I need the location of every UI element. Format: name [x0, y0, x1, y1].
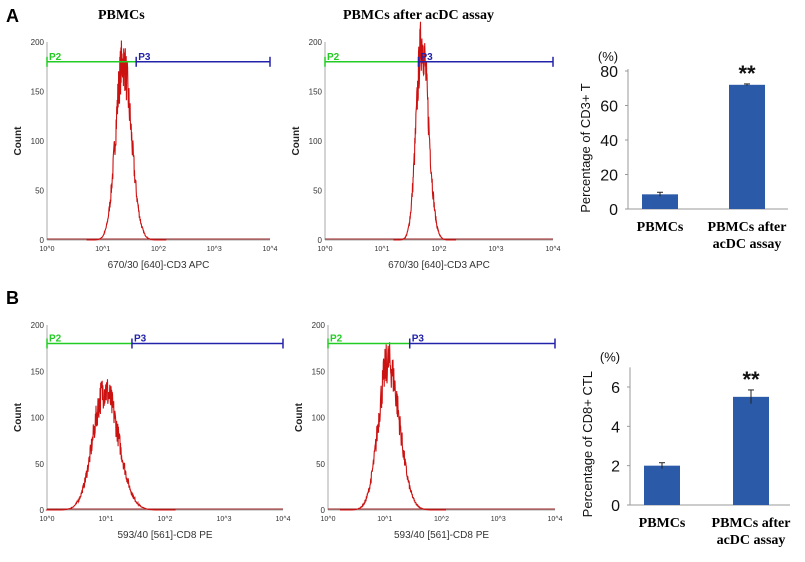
y-tick-label: 150 [312, 367, 326, 376]
x-tick-label: 10^3 [207, 246, 222, 253]
category-label: acDC assay [713, 237, 782, 252]
x-tick-label: 10^0 [40, 516, 55, 523]
y-tick-label: 60 [600, 99, 618, 116]
significance-marker: ** [742, 367, 760, 392]
y-tick-label: 0 [318, 236, 323, 245]
y-tick-label: 4 [611, 419, 620, 436]
histogram-curve [86, 40, 167, 241]
category-label: PBMCs [637, 220, 684, 235]
x-axis-label: 670/30 [640]-CD3 APC [108, 260, 210, 271]
y-tick-label: 200 [31, 321, 45, 330]
x-axis-label: 670/30 [640]-CD3 APC [388, 260, 490, 271]
x-tick-label: 10^1 [95, 246, 110, 253]
x-tick-label: 10^1 [375, 246, 390, 253]
y-tick-label: 200 [312, 321, 326, 330]
gate-label-p3: P3 [134, 334, 147, 345]
category-label: PBMCs [639, 516, 686, 531]
y-tick-label: 20 [600, 168, 618, 185]
y-axis-label: Count [294, 402, 305, 432]
x-tick-label: 10^3 [489, 246, 504, 253]
y-tick-label: 80 [600, 64, 618, 81]
gate-label-p2: P2 [49, 52, 62, 63]
y-tick-label: 100 [312, 414, 326, 423]
y-tick-label: 100 [309, 137, 323, 146]
y-tick-label: 0 [40, 506, 45, 515]
x-tick-label: 10^4 [276, 516, 291, 523]
histogram-curve [393, 21, 457, 241]
histogram-curve [339, 342, 446, 511]
x-tick-label: 10^3 [491, 516, 506, 523]
y-tick-label: 0 [609, 202, 618, 219]
y-tick-label: 100 [31, 414, 45, 423]
bar [729, 84, 765, 209]
y-tick-label: 0 [611, 498, 620, 515]
y-axis-label: Count [13, 126, 24, 156]
panel-label-a: A [6, 6, 19, 26]
y-tick-label: 6 [611, 380, 620, 397]
y-tick-label: 50 [35, 187, 44, 196]
y-tick-label: 2 [611, 459, 620, 476]
x-tick-label: 10^2 [151, 246, 166, 253]
gate-label-p2: P2 [330, 334, 343, 345]
significance-marker: ** [738, 61, 756, 86]
x-tick-label: 10^0 [321, 516, 336, 523]
y-axis-label: Count [13, 402, 24, 432]
gate-label-p2: P2 [49, 334, 62, 345]
y-tick-label: 150 [309, 88, 323, 97]
y-tick-label: 150 [31, 88, 45, 97]
x-tick-label: 10^2 [158, 516, 173, 523]
x-tick-label: 10^2 [434, 516, 449, 523]
gate-label-p3: P3 [420, 52, 433, 63]
x-tick-label: 10^0 [40, 246, 55, 253]
y-tick-label: 50 [35, 460, 44, 469]
unit-label: (%) [600, 349, 620, 364]
histogram-curve [45, 379, 176, 511]
x-tick-label: 10^1 [99, 516, 114, 523]
x-tick-label: 10^4 [263, 246, 278, 253]
x-tick-label: 10^1 [377, 516, 392, 523]
x-axis-label: 593/40 [561]-CD8 PE [117, 530, 212, 541]
y-axis-label: Count [291, 126, 302, 156]
bar [642, 194, 678, 209]
bar [733, 396, 769, 505]
y-tick-label: 50 [316, 460, 325, 469]
gate-label-p3: P3 [412, 334, 425, 345]
y-tick-label: 0 [321, 506, 326, 515]
y-tick-label: 100 [31, 137, 45, 146]
x-tick-label: 10^3 [217, 516, 232, 523]
x-tick-label: 10^0 [318, 246, 333, 253]
y-tick-label: 40 [600, 133, 618, 150]
unit-label: (%) [598, 49, 618, 64]
y-tick-label: 50 [313, 187, 322, 196]
y-tick-label: 200 [31, 38, 45, 47]
y-tick-label: 200 [309, 38, 323, 47]
column-title-after: PBMCs after acDC assay [343, 8, 494, 23]
y-tick-label: 150 [31, 367, 45, 376]
category-label: PBMCs after [708, 220, 787, 235]
column-title-pbmcs: PBMCs [98, 8, 145, 23]
category-label: PBMCs after [712, 516, 791, 531]
gate-label-p3: P3 [138, 52, 151, 63]
gate-label-p2: P2 [327, 52, 340, 63]
panel-label-b: B [6, 288, 19, 308]
y-axis-label: Percentage of CD8+ CTL [580, 371, 595, 517]
x-axis-label: 593/40 [561]-CD8 PE [394, 530, 489, 541]
bar [644, 465, 680, 505]
x-tick-label: 10^2 [432, 246, 447, 253]
y-axis-label: Percentage of CD3+ T [578, 83, 593, 213]
y-tick-label: 0 [40, 236, 45, 245]
x-tick-label: 10^4 [548, 516, 563, 523]
category-label: acDC assay [717, 533, 786, 548]
x-tick-label: 10^4 [546, 246, 561, 253]
